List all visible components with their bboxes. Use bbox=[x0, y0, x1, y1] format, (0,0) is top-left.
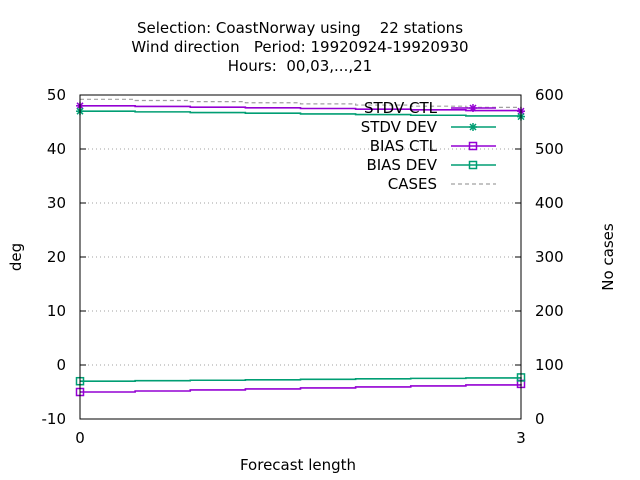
legend-label: STDV CTL bbox=[364, 99, 438, 117]
x-axis-label: Forecast length bbox=[240, 456, 356, 474]
square-marker bbox=[468, 160, 478, 170]
series-cases bbox=[80, 98, 522, 109]
y-tick-label: 10 bbox=[47, 302, 66, 320]
series-bias-ctl bbox=[75, 379, 526, 397]
title-line-3: Hours: 00,03,...,21 bbox=[228, 57, 372, 75]
star-marker bbox=[469, 123, 477, 131]
title-line-1: Selection: CoastNorway using 22 stations bbox=[137, 19, 463, 37]
y-axis-left: -10 0 10 20 30 40 50 bbox=[42, 86, 86, 428]
series-line bbox=[80, 383, 522, 393]
y2-tick-label: 600 bbox=[535, 86, 564, 104]
legend-item: CASES bbox=[388, 175, 496, 193]
legend-label: STDV DEV bbox=[361, 118, 438, 136]
series-line bbox=[80, 377, 522, 382]
grid-lines bbox=[80, 148, 521, 366]
y2-axis-label: No cases bbox=[599, 223, 617, 291]
y-tick-label: 50 bbox=[47, 86, 66, 104]
chart-title: Selection: CoastNorway using 22 stations… bbox=[131, 19, 468, 75]
square-marker bbox=[468, 141, 478, 151]
y-axis-right: 0 100 200 300 400 500 600 bbox=[515, 86, 564, 428]
y2-tick-label: 400 bbox=[535, 194, 564, 212]
x-tick-label: 0 bbox=[75, 429, 85, 447]
y2-tick-label: 300 bbox=[535, 248, 564, 266]
legend-item: BIAS DEV bbox=[366, 156, 496, 174]
y-tick-label: 40 bbox=[47, 140, 66, 158]
title-line-2: Wind direction Period: 19920924-19920930 bbox=[131, 38, 468, 56]
y-tick-label: -10 bbox=[42, 410, 67, 428]
series-line bbox=[80, 98, 522, 109]
y-tick-label: 0 bbox=[56, 356, 66, 374]
y-tick-label: 20 bbox=[47, 248, 66, 266]
legend-item: STDV DEV bbox=[361, 118, 496, 136]
star-marker bbox=[469, 104, 477, 112]
y2-tick-label: 100 bbox=[535, 356, 564, 374]
series-layer bbox=[75, 98, 526, 397]
series-line bbox=[80, 105, 522, 112]
legend-label: BIAS CTL bbox=[370, 137, 438, 155]
y-tick-label: 30 bbox=[47, 194, 66, 212]
legend-item: BIAS CTL bbox=[370, 137, 496, 155]
y-axis-label: deg bbox=[7, 243, 25, 271]
legend-item: STDV CTL bbox=[364, 99, 496, 117]
y2-tick-label: 500 bbox=[535, 140, 564, 158]
y2-tick-label: 0 bbox=[535, 410, 545, 428]
series-line bbox=[80, 110, 522, 117]
legend-label: CASES bbox=[388, 175, 437, 193]
x-tick-label: 3 bbox=[516, 429, 526, 447]
y2-tick-label: 200 bbox=[535, 302, 564, 320]
legend-label: BIAS DEV bbox=[366, 156, 437, 174]
series-bias-dev bbox=[75, 373, 526, 386]
